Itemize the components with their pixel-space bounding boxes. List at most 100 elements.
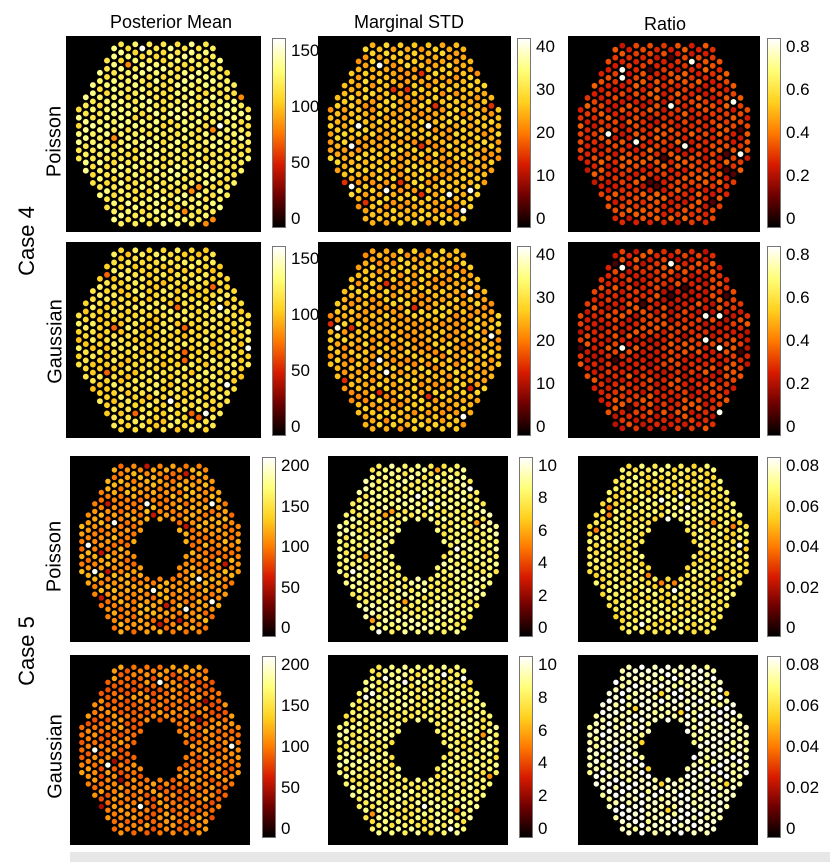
hex-pixel bbox=[647, 131, 653, 137]
hex-pixel bbox=[441, 531, 447, 537]
hex-pixel bbox=[105, 613, 111, 620]
hex-pixel bbox=[124, 602, 131, 609]
hex-pixel bbox=[682, 389, 688, 396]
hex-pixel bbox=[425, 163, 432, 170]
hex-pixel bbox=[189, 580, 196, 586]
hex-pixel bbox=[467, 523, 473, 530]
hex-pixel bbox=[661, 74, 667, 81]
hex-pixel bbox=[591, 115, 598, 121]
hex-pixel bbox=[105, 762, 111, 768]
hex-pixel bbox=[473, 735, 480, 742]
hex-pixel bbox=[428, 508, 434, 515]
hex-pixel bbox=[481, 98, 488, 105]
hex-pixel bbox=[428, 478, 434, 485]
hex-pixel bbox=[418, 183, 425, 190]
hex-pixel bbox=[723, 512, 730, 518]
hex-pixel bbox=[209, 538, 215, 545]
hex-pixel bbox=[486, 713, 493, 719]
hex-pixel bbox=[665, 486, 671, 492]
hex-pixel bbox=[619, 595, 626, 601]
hex-pixel bbox=[139, 332, 146, 339]
hex-pixel bbox=[144, 598, 150, 605]
hex-pixel bbox=[702, 211, 709, 218]
hex-pixel bbox=[626, 175, 633, 182]
hex-pixel bbox=[716, 353, 723, 359]
hex-pixel bbox=[454, 709, 460, 716]
hex-pixel bbox=[189, 565, 196, 571]
hex-pixel bbox=[369, 587, 376, 594]
hex-pixel bbox=[591, 321, 598, 327]
hex-pixel bbox=[493, 754, 499, 761]
hex-pixel bbox=[188, 361, 195, 368]
hex-pixel bbox=[467, 486, 473, 492]
hex-pixel bbox=[170, 583, 176, 590]
hex-pixel bbox=[408, 818, 415, 825]
hex-pixel bbox=[415, 687, 421, 693]
hex-pixel bbox=[382, 668, 389, 674]
hex-pixel bbox=[188, 131, 195, 137]
hex-pixel bbox=[202, 114, 209, 121]
hex-pixel bbox=[343, 766, 350, 772]
hex-pixel bbox=[125, 341, 132, 348]
hex-pixel bbox=[619, 82, 626, 89]
hex-pixel bbox=[632, 572, 639, 579]
hex-pixel bbox=[709, 143, 716, 149]
hex-pixel bbox=[730, 171, 737, 177]
hex-pixel bbox=[668, 397, 674, 404]
hex-pixel bbox=[612, 317, 619, 323]
hex-pixel bbox=[453, 401, 460, 408]
hex-pixel bbox=[605, 187, 612, 194]
hex-pixel bbox=[668, 325, 674, 331]
hex-pixel bbox=[132, 204, 139, 211]
hex-pixel bbox=[118, 671, 124, 678]
hex-pixel bbox=[612, 183, 619, 190]
hex-pixel bbox=[640, 70, 646, 77]
hex-pixel bbox=[695, 86, 702, 93]
hex-pixel bbox=[654, 143, 660, 149]
hex-pixel bbox=[376, 486, 382, 492]
hex-pixel bbox=[82, 365, 89, 372]
hex-pixel bbox=[118, 694, 124, 701]
hex-pixel bbox=[415, 470, 421, 477]
hex-pixel bbox=[467, 687, 473, 693]
hex-pixel bbox=[717, 606, 723, 612]
hex-pixel bbox=[376, 381, 383, 388]
hex-pixel bbox=[98, 580, 105, 586]
colorbar-tick-label: 100 bbox=[281, 737, 310, 756]
hex-pixel bbox=[467, 114, 474, 121]
hex-pixel bbox=[215, 550, 222, 556]
hex-pixel bbox=[157, 717, 163, 723]
hex-pixel bbox=[160, 82, 167, 89]
hex-pixel bbox=[390, 143, 397, 150]
hex-pixel bbox=[118, 179, 125, 186]
hex-pixel bbox=[153, 381, 160, 388]
hex-pixel bbox=[104, 328, 110, 335]
hex-pixel bbox=[75, 114, 82, 121]
hex-pixel bbox=[170, 671, 176, 678]
hex-pixel bbox=[376, 792, 382, 798]
hex-pixel bbox=[104, 204, 110, 211]
hex-pixel bbox=[591, 385, 598, 392]
hex-pixel bbox=[362, 191, 369, 198]
hex-pixel bbox=[355, 304, 362, 311]
hex-pixel bbox=[425, 304, 432, 311]
hex-pixel bbox=[376, 397, 383, 404]
hex-pixel bbox=[195, 357, 202, 364]
hex-pixel bbox=[495, 337, 502, 343]
hex-pixel bbox=[174, 337, 181, 343]
hex-pixel bbox=[453, 219, 460, 226]
hex-pixel bbox=[132, 196, 139, 203]
hex-pixel bbox=[369, 668, 376, 674]
hex-pixel bbox=[710, 587, 717, 594]
hex-pixel bbox=[716, 123, 723, 129]
hex-pixel bbox=[695, 341, 702, 347]
hex-pixel bbox=[176, 811, 183, 817]
hex-pixel bbox=[181, 332, 188, 339]
hex-pixel bbox=[131, 606, 137, 612]
hex-pixel bbox=[395, 489, 402, 496]
hex-pixel bbox=[215, 766, 222, 772]
hex-pixel bbox=[626, 95, 633, 101]
hex-pixel bbox=[369, 211, 376, 218]
hex-pixel bbox=[369, 512, 376, 518]
hex-pixel bbox=[137, 610, 144, 616]
